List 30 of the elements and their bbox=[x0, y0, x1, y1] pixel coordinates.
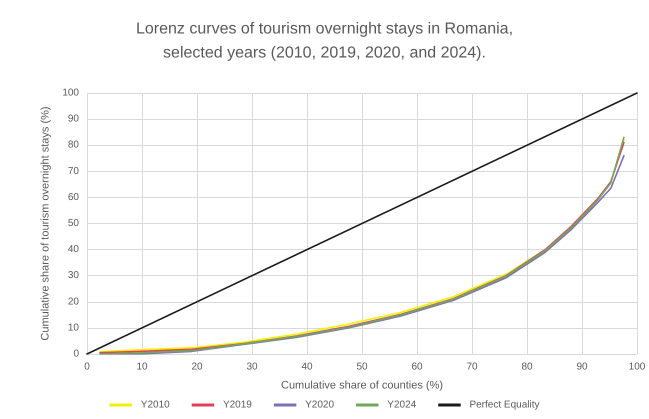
x-tick-label: 40 bbox=[301, 362, 313, 372]
x-tick-label: 80 bbox=[521, 362, 533, 372]
legend-label: Y2010 bbox=[140, 400, 170, 410]
y-axis-title: Cumulative share of tourism overnight stays (%) bbox=[40, 106, 52, 341]
y-tick-label: 60 bbox=[68, 192, 80, 203]
x-tick-label: 20 bbox=[191, 362, 203, 372]
y-tick-label: 20 bbox=[68, 296, 80, 308]
legend-label: Y2020 bbox=[305, 400, 334, 410]
y-tick-label: 80 bbox=[68, 140, 80, 151]
chart-title: Lorenz curves of tourism overnight stays in Romania, selected years (2010, 2019, 2020, and 2024). bbox=[136, 20, 514, 62]
x-tick-label: 70 bbox=[466, 362, 478, 372]
x-tick-label: 60 bbox=[411, 362, 423, 372]
y-tick-label: 40 bbox=[68, 244, 80, 256]
legend-label: Perfect Equality bbox=[469, 400, 540, 410]
x-tick-label: 100 bbox=[628, 362, 646, 372]
x-tick-label: 10 bbox=[136, 362, 148, 372]
y-tick-label: 10 bbox=[68, 322, 80, 334]
y-tick-label: 70 bbox=[68, 166, 80, 177]
y-tick-label: 0 bbox=[73, 348, 80, 360]
y-tick-label: 90 bbox=[68, 114, 80, 125]
y-tick-label: 100 bbox=[62, 88, 80, 98]
x-tick-label: 90 bbox=[576, 362, 588, 372]
x-tick-label: 50 bbox=[356, 362, 368, 372]
y-tick-label: 50 bbox=[68, 218, 80, 229]
x-tick-label: 30 bbox=[246, 362, 258, 372]
x-tick-label: 0 bbox=[84, 362, 90, 372]
legend-label: Y2024 bbox=[387, 400, 417, 410]
x-axis-title: Cumulative share of counties (%) bbox=[280, 380, 444, 392]
legend-label: Y2019 bbox=[222, 400, 252, 410]
y-tick-label: 30 bbox=[68, 270, 80, 282]
